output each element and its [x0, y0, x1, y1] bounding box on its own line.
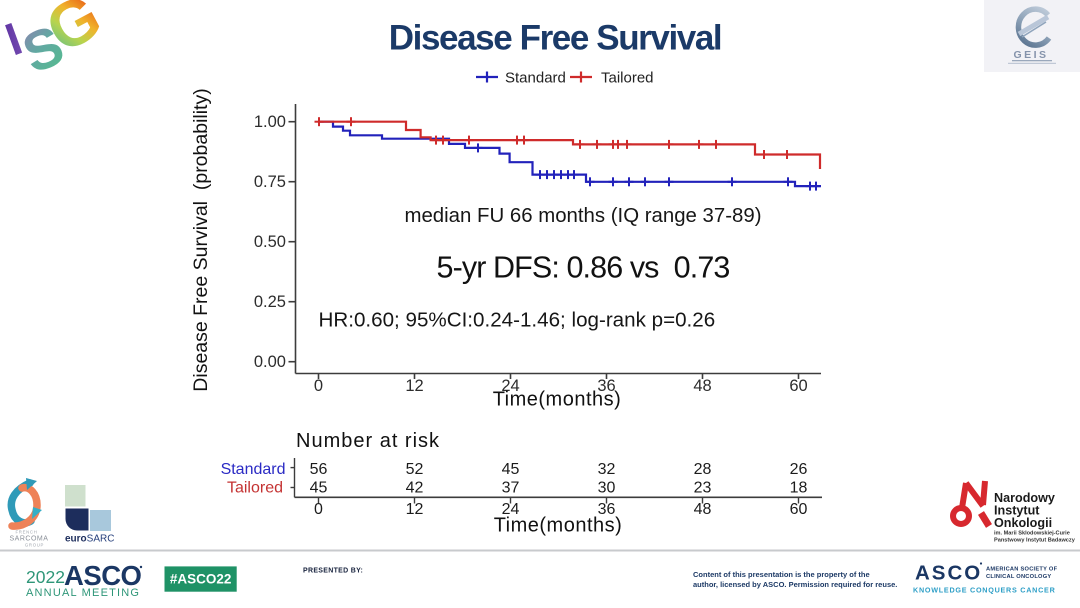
svg-text:24: 24 [501, 377, 519, 395]
svg-text:Narodowy: Narodowy [994, 491, 1055, 505]
svg-text:Onkologii: Onkologii [994, 516, 1052, 530]
svg-text:Content of this presentation i: Content of this presentation is the prop… [693, 570, 870, 579]
svg-text:0: 0 [314, 501, 323, 518]
svg-text:#ASCO22: #ASCO22 [170, 572, 232, 587]
svg-text:24: 24 [502, 501, 520, 518]
svg-text:CLINICAL ONCOLOGY: CLINICAL ONCOLOGY [986, 574, 1051, 580]
svg-text:0.25: 0.25 [254, 293, 286, 311]
svg-text:euroSARC: euroSARC [65, 534, 114, 545]
svg-text:Number at risk: Number at risk [296, 430, 440, 452]
svg-text:Standard: Standard [221, 461, 286, 478]
svg-text:0.75: 0.75 [254, 173, 286, 191]
svg-text:60: 60 [789, 377, 807, 395]
svg-text:48: 48 [693, 377, 711, 395]
svg-text:KNOWLEDGE CONQUERS CANCER: KNOWLEDGE CONQUERS CANCER [913, 586, 1056, 595]
svg-text:Tailored: Tailored [227, 480, 283, 497]
svg-text:GEIS: GEIS [1013, 49, 1048, 61]
svg-text:2022: 2022 [26, 567, 65, 587]
svg-text:0: 0 [314, 377, 323, 395]
svg-text:PRESENTED BY:: PRESENTED BY: [303, 568, 363, 575]
svg-text:FRENCH: FRENCH [15, 530, 37, 535]
svg-text:42: 42 [406, 480, 424, 497]
svg-text:Panstwowy Instytut Badawczy: Panstwowy Instytut Badawczy [994, 538, 1076, 544]
svg-text:AMERICAN SOCIETY OF: AMERICAN SOCIETY OF [986, 567, 1058, 573]
svg-text:28: 28 [694, 461, 712, 478]
svg-text:48: 48 [694, 501, 712, 518]
svg-text:23: 23 [694, 480, 712, 497]
svg-text:median FU 66 months (IQ range: median FU 66 months (IQ range 37-89) [404, 205, 761, 227]
svg-text:60: 60 [790, 501, 808, 518]
svg-text:52: 52 [406, 461, 424, 478]
svg-text:5-yr DFS: 0.86 vs 0.73: 5-yr DFS: 0.86 vs 0.73 [437, 251, 730, 285]
svg-text:Time(months): Time(months) [493, 389, 622, 411]
svg-text:author, licensed by ASCO. Perm: author, licensed by ASCO. Permission req… [693, 580, 897, 589]
svg-text:im. Marii Sklodowskiej-Curie: im. Marii Sklodowskiej-Curie [994, 531, 1070, 537]
svg-text:30: 30 [598, 480, 616, 497]
svg-text:12: 12 [406, 501, 424, 518]
svg-text:37: 37 [502, 480, 520, 497]
svg-text:Standard: Standard [505, 70, 566, 87]
svg-text:18: 18 [790, 480, 808, 497]
svg-text:Disease Free Survival: Disease Free Survival [389, 19, 722, 58]
svg-text:0.50: 0.50 [254, 233, 286, 251]
svg-text:45: 45 [310, 480, 328, 497]
svg-text:12: 12 [405, 377, 423, 395]
svg-text:HR:0.60; 95%CI:0.24-1.46; log-: HR:0.60; 95%CI:0.24-1.46; log-rank p=0.2… [319, 309, 716, 332]
svg-text:Tailored: Tailored [601, 70, 654, 87]
svg-text:26: 26 [790, 461, 808, 478]
svg-text:32: 32 [598, 461, 616, 478]
svg-text:ASCO: ASCO [64, 560, 142, 591]
svg-text:1.00: 1.00 [254, 113, 286, 131]
svg-text:Disease Free Survival (probab: Disease Free Survival (probability) [190, 88, 212, 391]
svg-text:ANNUAL MEETING: ANNUAL MEETING [26, 587, 140, 599]
svg-text:36: 36 [597, 377, 615, 395]
svg-text:45: 45 [502, 461, 520, 478]
svg-text:Instytut: Instytut [994, 504, 1040, 518]
svg-text:SARCOMA: SARCOMA [10, 536, 49, 543]
svg-text:0.00: 0.00 [254, 353, 286, 371]
svg-text:56: 56 [310, 461, 328, 478]
svg-text:GROUP: GROUP [25, 543, 44, 548]
svg-text:36: 36 [598, 501, 616, 518]
svg-text:Time(months): Time(months) [494, 515, 623, 537]
svg-text:ASCO: ASCO [915, 562, 982, 585]
